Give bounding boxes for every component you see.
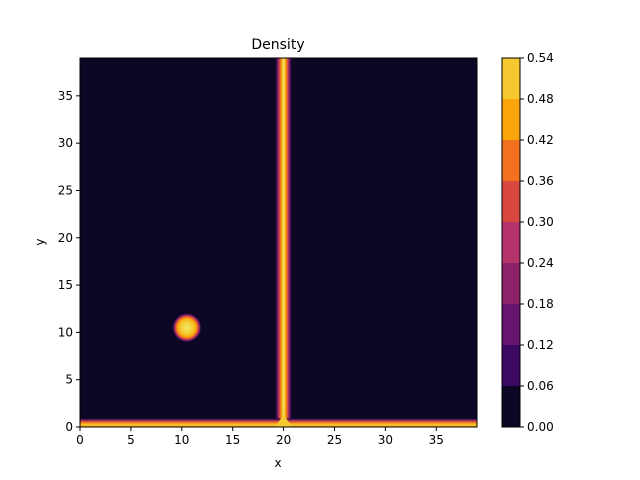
colorbar-tick-label: 0.00 bbox=[527, 420, 554, 434]
y-axis-ticks: 0 5 10 15 20 25 30 35 bbox=[58, 89, 80, 434]
colorbar-tick-label: 0.06 bbox=[527, 379, 554, 393]
x-tick-label: 0 bbox=[76, 433, 84, 447]
x-tick-label: 5 bbox=[127, 433, 135, 447]
x-tick-label: 25 bbox=[327, 433, 342, 447]
y-tick-label: 0 bbox=[65, 420, 73, 434]
chart-title: Density bbox=[251, 37, 304, 53]
y-tick-label: 10 bbox=[58, 325, 73, 339]
y-axis-label: y bbox=[33, 238, 47, 245]
colorbar-frame bbox=[501, 57, 521, 428]
colorbar-segment bbox=[502, 58, 520, 99]
x-tick-label: 35 bbox=[429, 433, 444, 447]
density-features bbox=[80, 58, 477, 427]
x-tick-label: 20 bbox=[276, 433, 291, 447]
x-axis-label: x bbox=[274, 456, 281, 470]
y-tick-label: 20 bbox=[58, 231, 73, 245]
colorbar-segment bbox=[502, 99, 520, 140]
colorbar-segment bbox=[502, 222, 520, 263]
y-tick-label: 25 bbox=[58, 183, 73, 197]
y-tick-label: 15 bbox=[58, 278, 73, 292]
colorbar: 0.00 0.06 0.12 0.18 0.24 0.30 0.36 0.42 0.48 0.54 bbox=[501, 51, 554, 434]
colorbar-tick-label: 0.42 bbox=[527, 133, 554, 147]
x-axis-ticks: 0 5 10 15 20 25 30 35 bbox=[76, 427, 444, 447]
colorbar-segment bbox=[502, 140, 520, 181]
y-tick-label: 30 bbox=[58, 136, 73, 150]
x-tick-label: 10 bbox=[174, 433, 189, 447]
colorbar-tick-label: 0.30 bbox=[527, 215, 554, 229]
x-tick-label: 30 bbox=[378, 433, 393, 447]
colorbar-tick-label: 0.24 bbox=[527, 256, 554, 270]
colorbar-segment bbox=[502, 181, 520, 222]
y-tick-label: 35 bbox=[58, 89, 73, 103]
colorbar-segment bbox=[502, 304, 520, 345]
colorbar-segment bbox=[502, 263, 520, 304]
colorbar-segment bbox=[502, 345, 520, 386]
x-tick-label: 15 bbox=[225, 433, 240, 447]
colorbar-tick-label: 0.18 bbox=[527, 297, 554, 311]
colorbar-segment bbox=[502, 386, 520, 427]
y-tick-label: 5 bbox=[65, 373, 73, 387]
density-blob bbox=[172, 313, 202, 342]
colorbar-tick-label: 0.48 bbox=[527, 92, 554, 106]
plot-frame bbox=[79, 57, 478, 428]
colorbar-tick-label: 0.36 bbox=[527, 174, 554, 188]
colorbar-tick-label: 0.12 bbox=[527, 338, 554, 352]
colorbar-tick-label: 0.54 bbox=[527, 51, 554, 65]
plot-area bbox=[79, 57, 478, 428]
vertical-density-band bbox=[275, 58, 292, 427]
band-junction bbox=[274, 415, 293, 427]
